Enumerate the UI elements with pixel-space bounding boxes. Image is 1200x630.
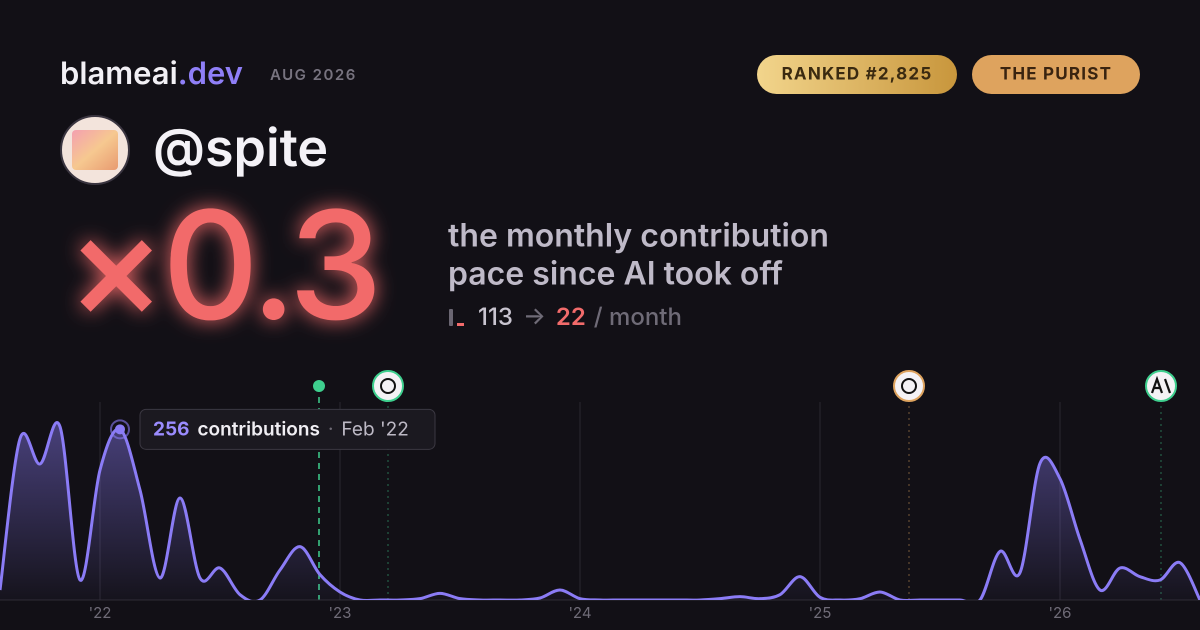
line <box>0 421 1200 600</box>
x-tick-label: '26 <box>1049 603 1072 622</box>
brand: blameai.dev <box>60 55 243 92</box>
event-icon <box>1150 375 1172 394</box>
event-icon <box>380 378 396 394</box>
badge <box>757 55 957 94</box>
event-icon <box>1145 370 1177 402</box>
badge-text: RANKED #2,825 <box>782 65 933 85</box>
tooltip-text: 256 <box>153 418 189 441</box>
stats: 113 → 22/ month <box>478 302 682 331</box>
handle: @spite <box>153 116 328 179</box>
date: AUG 2026 <box>270 65 357 84</box>
area <box>0 422 1200 600</box>
multiplier: ×0.3 <box>66 175 379 356</box>
tooltip: 256 contributions · Feb '22 <box>153 418 409 441</box>
x-tick-label: '25 <box>809 603 832 622</box>
icon <box>449 309 453 326</box>
tooltip-text: contributions <box>197 418 319 441</box>
description: pace since AI took off <box>448 254 783 293</box>
x-tick-label: '22 <box>89 603 112 622</box>
x-tick-label: '24 <box>568 603 591 622</box>
event-icon <box>893 370 925 402</box>
tooltip-text: · <box>328 418 333 441</box>
icon <box>457 323 464 326</box>
event-dot <box>313 380 325 392</box>
highlight-point <box>115 424 125 435</box>
x-tick-label: '23 <box>329 603 352 622</box>
event-icon <box>372 370 404 402</box>
highlight-point <box>110 419 130 440</box>
avatar-image <box>72 130 118 170</box>
badge-text: THE PURIST <box>1000 65 1112 85</box>
tooltip-box <box>139 408 436 450</box>
tooltip-text: Feb '22 <box>341 418 408 441</box>
badge <box>972 55 1140 94</box>
description: the monthly contribution <box>448 216 829 255</box>
event-icon <box>901 378 917 394</box>
chart: '22 '23 '24 '25 '26 256 contributions · Feb '22 <box>0 402 1200 622</box>
